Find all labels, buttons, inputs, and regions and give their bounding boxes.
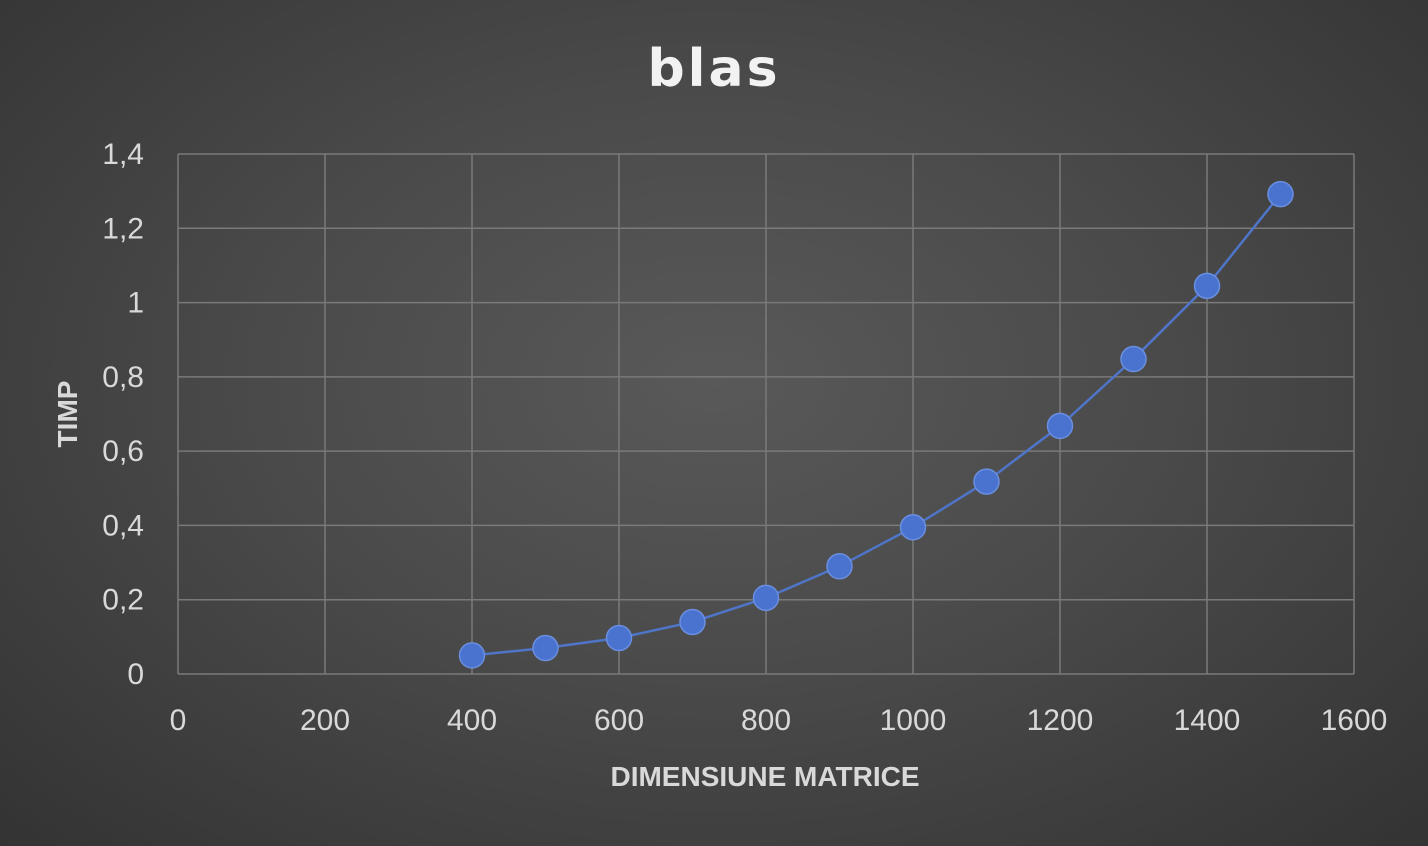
- y-tick-label: 1,2: [102, 212, 144, 245]
- y-tick-label: 0,4: [102, 509, 144, 542]
- data-point: [605, 624, 633, 652]
- y-tick-label: 0: [127, 658, 144, 691]
- x-tick-label: 800: [741, 704, 791, 737]
- x-tick-label: 1200: [1027, 704, 1094, 737]
- data-point: [1120, 345, 1147, 373]
- y-tick-label: 1: [127, 287, 144, 320]
- x-tick-label: 400: [447, 704, 497, 737]
- y-axis-label: TIMP: [52, 381, 83, 448]
- data-point: [752, 584, 780, 612]
- series-line: [471, 193, 1282, 657]
- data-point: [458, 642, 486, 669]
- chart-title: blas: [647, 39, 780, 99]
- x-tick-label: 200: [300, 704, 350, 737]
- data-point: [1267, 180, 1294, 208]
- y-tick-label: 1,4: [102, 138, 144, 171]
- y-tick-label: 0,6: [102, 435, 144, 468]
- x-tick-label: 1600: [1321, 704, 1388, 737]
- data-point: [1046, 412, 1074, 440]
- y-tick-label: 0,2: [102, 584, 144, 617]
- data-point: [679, 608, 706, 636]
- data-point: [532, 634, 559, 662]
- grid: [177, 153, 1355, 675]
- x-tick-label: 1000: [880, 704, 947, 737]
- series: [458, 180, 1294, 669]
- x-tick-label: 0: [170, 704, 187, 737]
- data-point: [973, 468, 1000, 495]
- tick-labels: 0 200 400 600 800 1000 1200 1400 1600 0 0,2 0,4 0,6 0…: [102, 138, 1387, 737]
- data-point: [1193, 272, 1221, 300]
- x-axis-label: DIMENSIUNE MATRICE: [610, 761, 919, 792]
- x-tick-label: 600: [594, 704, 644, 737]
- x-tick-label: 1400: [1174, 704, 1241, 737]
- y-tick-label: 0,8: [102, 361, 144, 394]
- data-point: [899, 514, 927, 541]
- data-point: [826, 553, 853, 580]
